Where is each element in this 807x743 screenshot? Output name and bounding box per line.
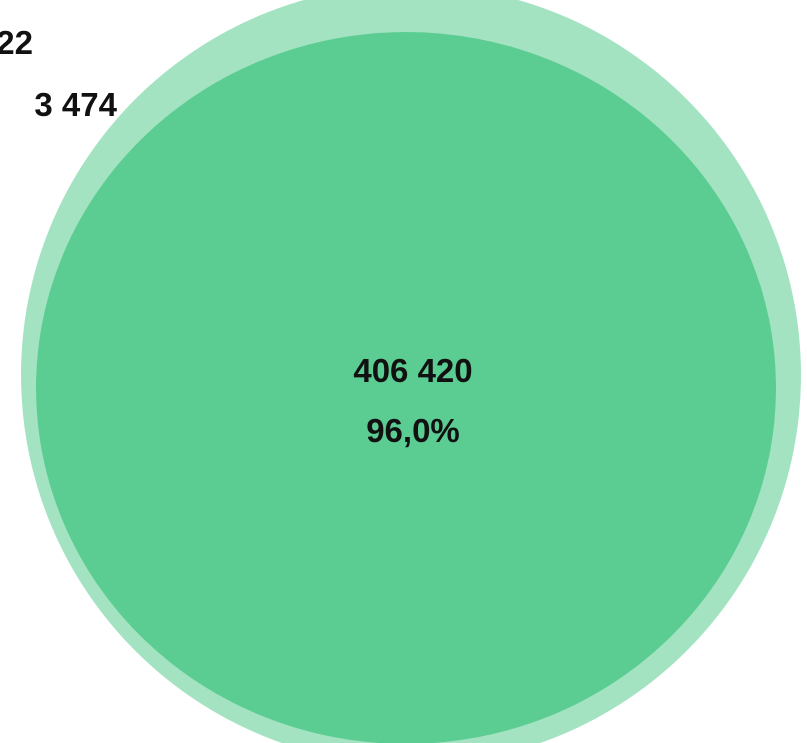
small-slice-1-value-label: 22 bbox=[0, 24, 33, 61]
main-slice-value-label: 406 420 bbox=[353, 352, 472, 389]
main-slice-percent-label: 96,0% bbox=[366, 412, 460, 449]
small-slice-2-value-label: 3 474 bbox=[34, 86, 117, 123]
pie-slice-main bbox=[36, 32, 776, 743]
